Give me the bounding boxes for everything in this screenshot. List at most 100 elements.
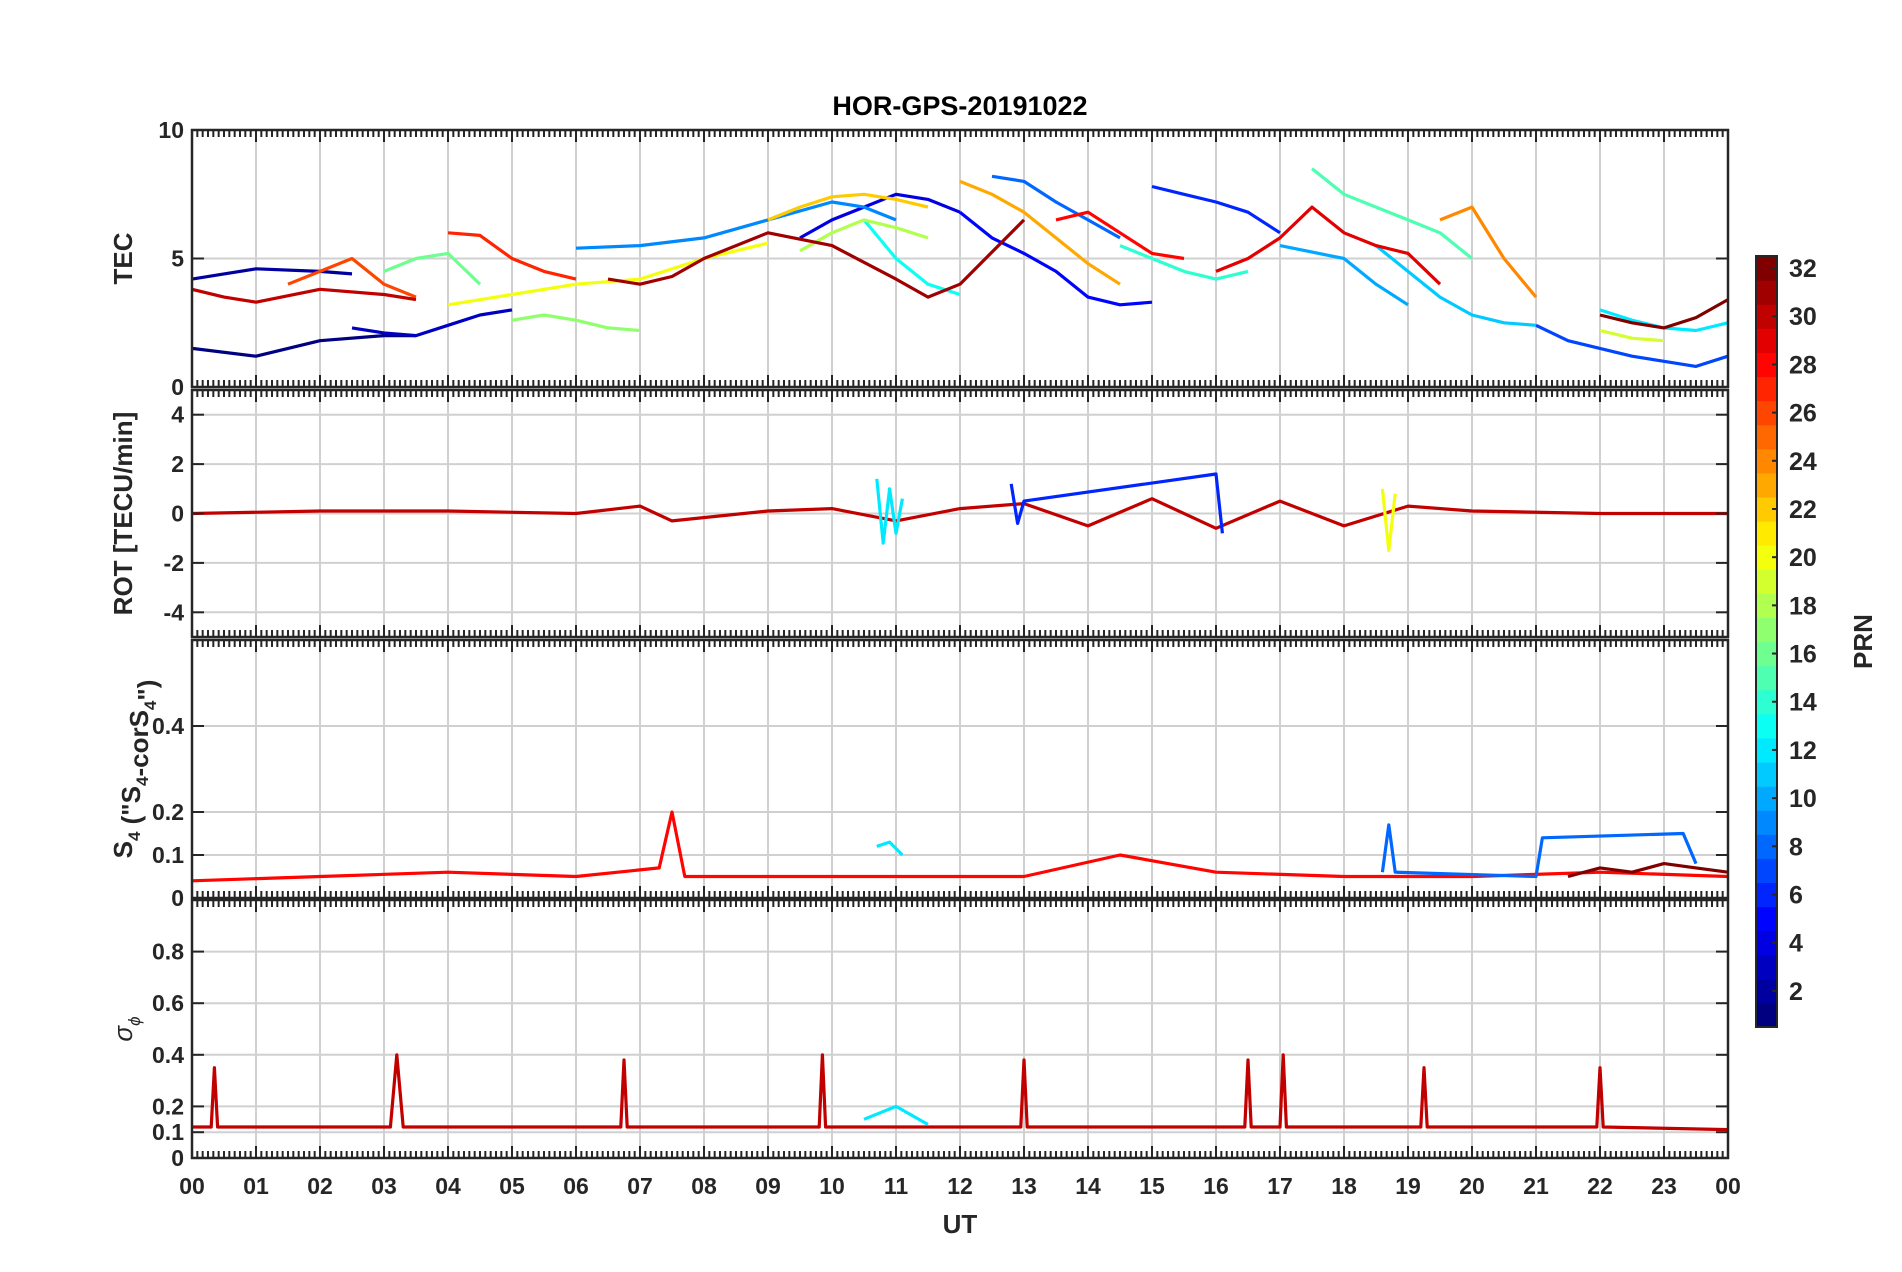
x-tick-label: 13 bbox=[1011, 1173, 1037, 1199]
y-tick-label: 0.4 bbox=[152, 713, 184, 739]
panel-s4-series bbox=[192, 810, 1728, 883]
colorbar-segment bbox=[1756, 521, 1777, 546]
series-prn-23 bbox=[959, 179, 1121, 286]
colorbar-segment bbox=[1756, 810, 1777, 835]
series-prn-4 bbox=[799, 192, 961, 240]
y-tick-label: 0.2 bbox=[152, 1093, 184, 1119]
x-tick-label: 14 bbox=[1075, 1173, 1101, 1199]
colorbar-segment bbox=[1756, 858, 1777, 884]
colorbar-segment bbox=[1756, 761, 1777, 787]
series-prn-31 bbox=[607, 218, 1026, 299]
x-tick-label: 06 bbox=[563, 1173, 589, 1199]
colorbar-segment bbox=[1756, 906, 1777, 932]
panel-sigma-frame bbox=[190, 898, 1730, 1160]
colorbar-tick-label: 2 bbox=[1789, 978, 1803, 1006]
colorbar-tick-label: 18 bbox=[1789, 592, 1817, 620]
colorbar-segment bbox=[1756, 786, 1777, 811]
series-prn-30 bbox=[192, 1053, 1728, 1132]
colorbar-segment bbox=[1756, 1002, 1777, 1028]
series-prn-15 bbox=[1310, 167, 1474, 260]
y-axis-label-sigma: σϕ bbox=[108, 1016, 144, 1041]
series-prn-8 bbox=[991, 174, 1121, 240]
x-tick-label: 08 bbox=[691, 1173, 717, 1199]
panel-sigma: 00.10.2 0.4 0.6 0.8 σϕ bbox=[108, 898, 1730, 1171]
series-prn-3 bbox=[351, 308, 513, 338]
series-prn-12 bbox=[863, 1104, 929, 1126]
colorbar-tick-label: 28 bbox=[1789, 351, 1817, 379]
x-tick-label: 15 bbox=[1139, 1173, 1165, 1199]
y-tick-label: 0.6 bbox=[152, 990, 184, 1016]
colorbar-segment bbox=[1756, 400, 1777, 426]
colorbar-tick-label: 8 bbox=[1789, 833, 1803, 861]
series-prn-30 bbox=[192, 287, 417, 304]
panel-tec: 0 5 10 TEC bbox=[108, 117, 1730, 400]
panel-s4: 0 0.1 0.2 0.4S4 ("S4-corS4") bbox=[108, 638, 1730, 911]
y-tick-label: 0 bbox=[171, 1145, 184, 1171]
x-tick-label: 01 bbox=[243, 1173, 269, 1199]
y-tick-label: 0.8 bbox=[152, 939, 184, 965]
series-prn-8 bbox=[1380, 823, 1698, 879]
x-tick-label: 10 bbox=[819, 1173, 845, 1199]
panel-rot-frame bbox=[190, 388, 1730, 639]
series-prn-5 bbox=[958, 210, 1153, 307]
colorbar-segment bbox=[1756, 689, 1777, 715]
series-prn-2 bbox=[192, 267, 353, 281]
colorbar-tick-label: 20 bbox=[1789, 544, 1817, 572]
y-tick-label: 0 bbox=[171, 501, 184, 527]
x-tick-label: 03 bbox=[371, 1173, 397, 1199]
x-axis-label: UT bbox=[943, 1209, 978, 1239]
colorbar-segment bbox=[1756, 304, 1777, 329]
series-prn-19 bbox=[1599, 328, 1665, 343]
series-prn-20 bbox=[1380, 488, 1397, 553]
colorbar-tick-label: 24 bbox=[1789, 448, 1817, 476]
x-tick-label: 19 bbox=[1395, 1173, 1421, 1199]
colorbar-segment bbox=[1756, 737, 1777, 763]
colorbar-label: PRN bbox=[1848, 614, 1878, 669]
series-prn-28 bbox=[1055, 210, 1185, 261]
y-tick-label: -4 bbox=[164, 599, 185, 625]
colorbar-segment bbox=[1756, 978, 1777, 1004]
series-prn-30 bbox=[192, 497, 1728, 530]
series-prn-6 bbox=[1151, 184, 1281, 235]
series-prn-24 bbox=[1439, 205, 1538, 299]
colorbar-segment bbox=[1756, 954, 1777, 980]
panel-tec-frame bbox=[190, 128, 1730, 389]
series-prn-28 bbox=[192, 810, 1728, 883]
x-tick-label: 07 bbox=[627, 1173, 653, 1199]
colorbar-frame bbox=[1755, 255, 1778, 1028]
colorbar-tick-label: 10 bbox=[1789, 785, 1817, 813]
panel-rot: -4 -2 0 2 4 ROT [TECU/min] bbox=[108, 388, 1730, 639]
colorbar-segment bbox=[1756, 834, 1777, 859]
y-tick-label: 4 bbox=[171, 402, 184, 428]
y-tick-label: 0.2 bbox=[152, 799, 184, 825]
series-prn-17 bbox=[511, 313, 641, 333]
x-tick-label: 00 bbox=[1715, 1173, 1741, 1199]
colorbar-segment bbox=[1756, 424, 1777, 450]
series-prn-29 bbox=[1215, 205, 1442, 286]
colorbar-segment bbox=[1756, 882, 1777, 908]
series-prn-27 bbox=[447, 231, 577, 281]
y-tick-label: 2 bbox=[171, 451, 184, 477]
colorbar-segment bbox=[1756, 280, 1777, 305]
x-tick-label: 22 bbox=[1587, 1173, 1613, 1199]
colorbar-tick-label: 26 bbox=[1789, 400, 1817, 428]
series-prn-32 bbox=[1599, 298, 1728, 330]
x-tick-label: 11 bbox=[884, 1173, 909, 1199]
x-tick-label: 23 bbox=[1651, 1173, 1677, 1199]
y-tick-label: 0.1 bbox=[152, 842, 184, 868]
colorbar-segment bbox=[1756, 641, 1777, 667]
colorbar-segment bbox=[1756, 665, 1777, 691]
colorbar-segment bbox=[1756, 593, 1777, 619]
colorbar-tick-label: 12 bbox=[1789, 737, 1817, 765]
series-prn-32 bbox=[1567, 861, 1728, 879]
colorbar-tick-label: 30 bbox=[1789, 303, 1817, 331]
colorbar-tick-label: 4 bbox=[1789, 930, 1803, 958]
series-prn-10 bbox=[1279, 244, 1409, 307]
colorbar-segment bbox=[1756, 328, 1777, 353]
colorbar-segment bbox=[1756, 448, 1777, 474]
x-tick-label: 02 bbox=[307, 1173, 333, 1199]
colorbar-segment bbox=[1756, 545, 1777, 570]
colorbar-segment bbox=[1756, 352, 1777, 378]
colorbar-tick-label: 32 bbox=[1789, 255, 1817, 283]
